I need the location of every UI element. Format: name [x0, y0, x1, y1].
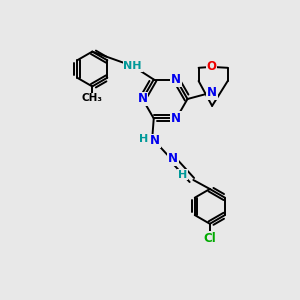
Text: N: N	[171, 73, 181, 86]
Text: Cl: Cl	[203, 232, 216, 245]
Text: H: H	[139, 134, 148, 145]
Text: H: H	[178, 169, 188, 180]
Text: N: N	[168, 152, 178, 166]
Text: NH: NH	[124, 61, 142, 71]
Text: N: N	[137, 92, 148, 106]
Text: N: N	[150, 134, 160, 148]
Text: N: N	[171, 112, 181, 125]
Text: N: N	[207, 86, 217, 99]
Text: O: O	[206, 60, 217, 74]
Text: CH₃: CH₃	[82, 93, 103, 103]
